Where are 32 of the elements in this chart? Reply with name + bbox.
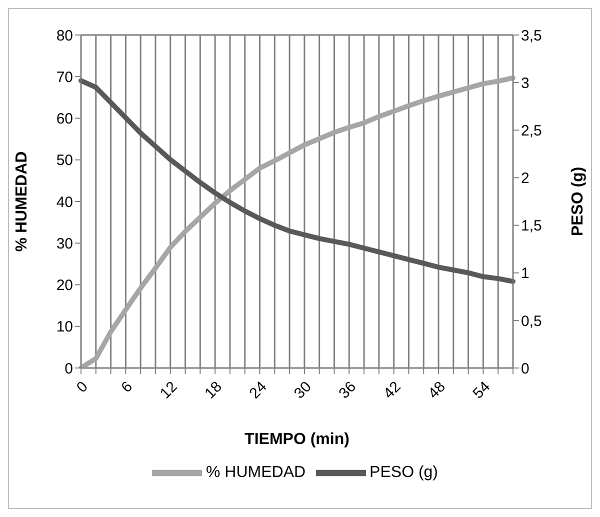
x-tick-label: 0 [73, 378, 92, 396]
y-tick-label: 0 [64, 360, 73, 378]
y2-tick-label: 0,5 [521, 312, 542, 330]
y2-tick-label: 3 [521, 74, 530, 92]
x-tick-label: 42 [380, 378, 404, 402]
x-tick-label: 54 [470, 378, 494, 402]
x-tick-label: 24 [246, 378, 270, 402]
x-tick-label: 30 [290, 378, 315, 402]
y2-tick-label: 0 [521, 360, 530, 378]
legend-label: % HUMEDAD [206, 464, 306, 482]
y-tick-label: 10 [56, 318, 73, 336]
y2-tick-label: 2 [521, 170, 530, 188]
legend-label: PESO (g) [370, 464, 438, 482]
x-tick-label: 6 [118, 378, 136, 396]
y2-tick-label: 1,5 [521, 218, 542, 235]
y-tick-label: 40 [56, 194, 73, 211]
y2-tick-label: 1 [521, 265, 530, 282]
y-tick-label: 70 [56, 68, 73, 86]
x-tick-label: 48 [425, 378, 449, 402]
y2-tick-label: 3,5 [521, 27, 542, 44]
x-tick-label: 12 [156, 378, 181, 402]
y-tick-label: 50 [56, 152, 73, 170]
y-tick-label: 80 [56, 27, 73, 44]
x-tick-label: 36 [336, 378, 360, 402]
x-axis-title: TIEMPO (min) [244, 431, 350, 448]
y-tick-label: 60 [56, 110, 73, 128]
y-axis-title: % HUMEDAD [14, 151, 31, 252]
y-tick-label: 20 [56, 277, 73, 294]
y2-axis-title: PESO (g) [570, 166, 587, 236]
y2-tick-label: 2,5 [521, 122, 542, 140]
x-tick-label: 18 [202, 378, 226, 402]
y-tick-label: 30 [56, 235, 73, 252]
